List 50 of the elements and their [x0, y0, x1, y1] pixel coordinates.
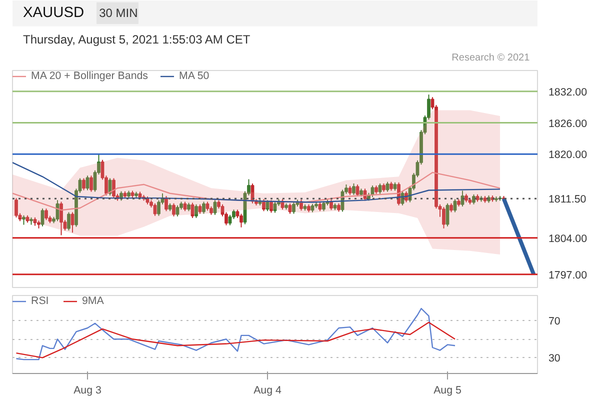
candlestick [90, 175, 93, 192]
candlestick [40, 208, 44, 227]
candlestick [352, 182, 356, 196]
candlestick [322, 200, 326, 212]
candlestick [44, 208, 48, 221]
y-tick-label: 1797.00 [548, 269, 588, 282]
candlestick [270, 200, 273, 214]
legend-label: MA 50 [179, 70, 210, 82]
x-tick-label: Aug 5 [434, 384, 462, 396]
y-tick-label: 1804.00 [548, 232, 588, 245]
candlestick [22, 214, 26, 226]
candlestick [67, 212, 70, 232]
candlestick [356, 184, 360, 198]
candlestick [472, 194, 476, 205]
candlestick [330, 199, 333, 211]
y-tick-label: 1832.00 [548, 86, 588, 98]
candlestick [194, 204, 198, 218]
y-tick-label: 1820.00 [548, 149, 588, 162]
legend-label: 9MA [82, 295, 104, 307]
line-series [16, 308, 456, 360]
candlestick [190, 202, 194, 218]
candlestick [14, 198, 18, 218]
candlestick [82, 178, 86, 191]
chart-title: XAUUSD [23, 5, 84, 22]
text: Thursday, August 5, 2021 1:55:03 AM CET [23, 32, 251, 47]
candlestick [442, 206, 446, 229]
line-series [16, 322, 456, 358]
candlestick [164, 195, 168, 212]
candlestick [240, 213, 243, 228]
candlestick [176, 204, 180, 217]
candlestick [202, 201, 206, 214]
y-tick-label: 1826.00 [548, 118, 588, 130]
candlestick [292, 202, 296, 214]
candlestick [60, 201, 63, 236]
y-tick-label: 1811.50 [548, 194, 586, 206]
candlestick [86, 175, 90, 191]
text: Research © 2021 [452, 52, 530, 64]
legend-label: RSI [31, 295, 50, 307]
candlestick [262, 198, 266, 212]
legend-label: MA 20 + Bollinger Bands [31, 70, 148, 82]
x-tick-label: Aug 3 [74, 384, 102, 396]
y-tick-label: 70 [548, 316, 560, 328]
line-series [12, 162, 501, 203]
candlestick [153, 202, 157, 216]
candlestick [172, 202, 176, 217]
candlestick [453, 198, 457, 213]
x-tick-label: Aug 4 [254, 384, 282, 396]
candlestick [378, 182, 382, 194]
chart-subtitle: 30 MIN [99, 6, 138, 20]
y-tick-label: 30 [548, 352, 560, 365]
